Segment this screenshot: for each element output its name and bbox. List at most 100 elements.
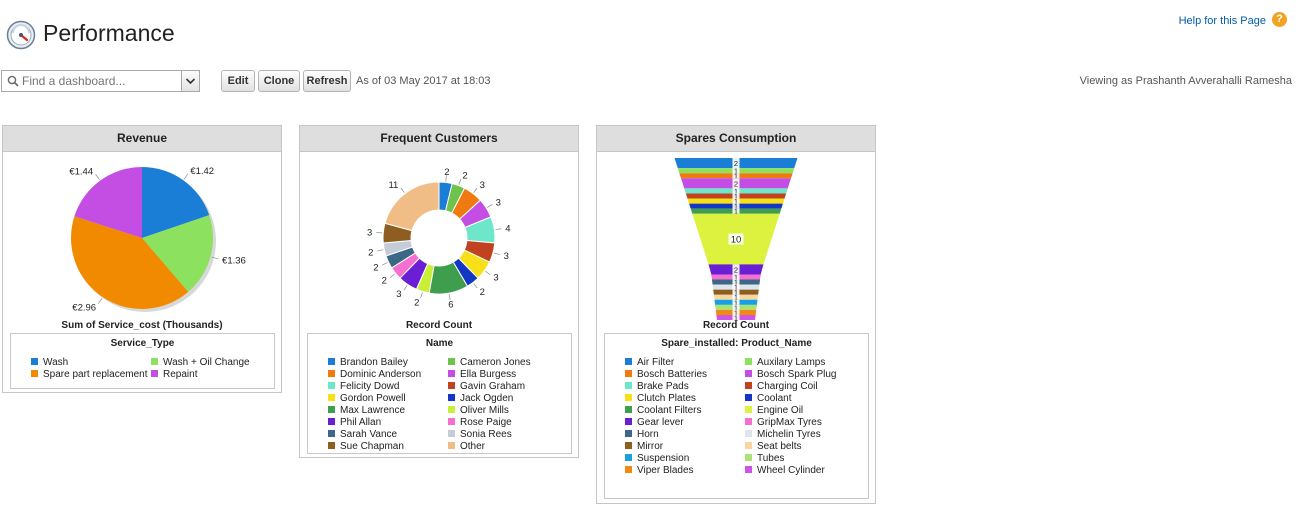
leader-line (403, 285, 408, 291)
clone-button[interactable]: Clone (258, 70, 300, 92)
refresh-button[interactable]: Refresh (303, 70, 351, 92)
funnel-label-wheel-cylinder: 1 (734, 313, 738, 322)
legend-label: Bosch Batteries (637, 369, 708, 380)
legend-label: Coolant (757, 393, 792, 404)
legend-label: Air Filter (637, 357, 675, 368)
funnel-label-coolant: 1 (734, 202, 738, 211)
funnel-label-gear-lever: 2 (734, 265, 738, 274)
legend-item-ella-burgess: Ella Burgess (448, 369, 516, 381)
leader-line (493, 252, 500, 255)
slice-wash-oil-change[interactable] (142, 215, 213, 292)
leader-line (95, 173, 100, 181)
legend-label: Seat belts (757, 441, 802, 452)
leader-line (420, 292, 423, 299)
legend-swatch (448, 406, 455, 413)
edit-button[interactable]: Edit (221, 70, 255, 92)
x-axis-label: Sum of Service_cost (Thousands) (61, 320, 222, 331)
legend-label: Wash + Oil Change (163, 357, 250, 368)
frequent-customers-legend: Name Brandon Bailey Cameron Jones Dominic … (307, 333, 572, 454)
legend-label: Repaint (163, 369, 198, 380)
panel-title: Spares Consumption (597, 126, 875, 152)
funnel-label-bg (732, 264, 740, 275)
legend-item-bosch-spark-plug: Bosch Spark Plug (745, 369, 837, 381)
funnel-label-bg (732, 299, 740, 305)
slice-other[interactable] (384, 181, 440, 232)
legend-item-brake-pads: Brake Pads (625, 381, 689, 393)
funnel-label-bg (732, 304, 740, 310)
legend-item-michelin-tyres: Michelin Tyres (745, 429, 821, 441)
legend-swatch (745, 406, 752, 413)
legend-swatch (745, 454, 752, 461)
slice-repaint[interactable] (74, 167, 142, 238)
legend-item-felicity-dowd: Felicity Dowd (328, 381, 399, 393)
legend-label: Tubes (757, 453, 785, 464)
funnel-label-bg (728, 233, 744, 245)
legend-swatch (151, 358, 158, 365)
legend-item-sonia-rees: Sonia Rees (448, 429, 512, 441)
legend-item-jack-ogden: Jack Ogden (448, 393, 513, 405)
legend-item-coolant-filters: Coolant Filters (625, 405, 701, 417)
panel-title: Revenue (3, 126, 281, 152)
funnel-label-bg (732, 294, 740, 300)
legend-label: Max Lawrence (340, 405, 406, 416)
legend-label: Ella Burgess (460, 369, 517, 380)
legend-swatch (328, 430, 335, 437)
legend-label: Wash (43, 357, 69, 368)
legend-label: Sarah Vance (340, 429, 398, 440)
legend-item-coolant: Coolant (745, 393, 791, 405)
legend-item-viper-blades: Viper Blades (625, 465, 694, 477)
legend-label: Jack Ogden (460, 393, 514, 404)
question-icon[interactable]: ? (1272, 12, 1287, 27)
data-label-wash-oil-change: €1.36 (222, 255, 246, 266)
legend-label: Suspension (637, 453, 690, 464)
legend-label: Gavin Graham (460, 381, 526, 392)
legend-title: Service_Type (110, 338, 175, 349)
spares-consumption-panel: Spares Consumption 2 1 1 2 1 1 1 1 1 10 2 1 1 1 1 1 1 1 1 1… (596, 125, 876, 504)
funnel-label-clutch-plates: 1 (734, 197, 738, 206)
leader-line (97, 297, 103, 305)
legend-swatch (448, 370, 455, 377)
leader-line (376, 232, 383, 234)
leader-line (448, 294, 451, 301)
revenue-pie-chart[interactable]: €1.42 €1.36 €2.96 €1.44 Sum of Service_cost … (3, 152, 281, 332)
leader-line (377, 249, 384, 252)
leader-line (381, 262, 388, 266)
legend-swatch (625, 406, 632, 413)
legend-swatch (328, 394, 335, 401)
legend-swatch (151, 370, 158, 377)
dashboard-toolbar: Edit Clone Refresh As of 03 May 2017 at … (0, 70, 1296, 94)
data-label-dominic-anderson: 3 (480, 180, 485, 191)
data-label-repaint: €1.44 (69, 166, 93, 177)
legend-swatch (448, 418, 455, 425)
legend-item-air-filter: Air Filter (625, 357, 674, 369)
revenue-panel: Revenue €1.42 €1.36 €2.96 €1.44 Sum of Servi… (2, 125, 282, 393)
funnel-label-bg (732, 289, 740, 295)
legend-label: Sue Chapman (340, 441, 404, 452)
slice-wash[interactable] (142, 167, 210, 238)
legend-label: Charging Coil (757, 381, 818, 392)
leader-line (458, 178, 462, 185)
legend-label: Rose Paige (460, 417, 512, 428)
legend-item-mirror: Mirror (625, 441, 663, 453)
funnel-label-bg (732, 203, 740, 209)
legend-item-horn: Horn (625, 429, 659, 441)
data-label-phil-allan: 3 (396, 289, 401, 300)
funnel-label-coolant-filters: 1 (734, 207, 738, 216)
funnel-label-suspension: 1 (734, 298, 738, 307)
legend-item-gavin-graham: Gavin Graham (448, 381, 525, 393)
legend-swatch (625, 418, 632, 425)
funnel-label-bg (732, 193, 740, 199)
funnel-label-horn: 1 (734, 278, 738, 287)
dashboard-search-input[interactable] (22, 73, 180, 89)
legend-item-other: Other (448, 441, 485, 453)
legend-swatch (625, 358, 632, 365)
x-axis-label: Record Count (406, 320, 473, 331)
funnel-label-bg (732, 309, 740, 315)
legend-label: Brake Pads (637, 381, 689, 392)
dashboard-dropdown-button[interactable] (181, 70, 200, 92)
slice-spare-part-replacement[interactable] (71, 216, 189, 309)
help-link[interactable]: Help for this Page (1178, 15, 1266, 27)
legend-item-cameron-jones: Cameron Jones (448, 357, 531, 369)
